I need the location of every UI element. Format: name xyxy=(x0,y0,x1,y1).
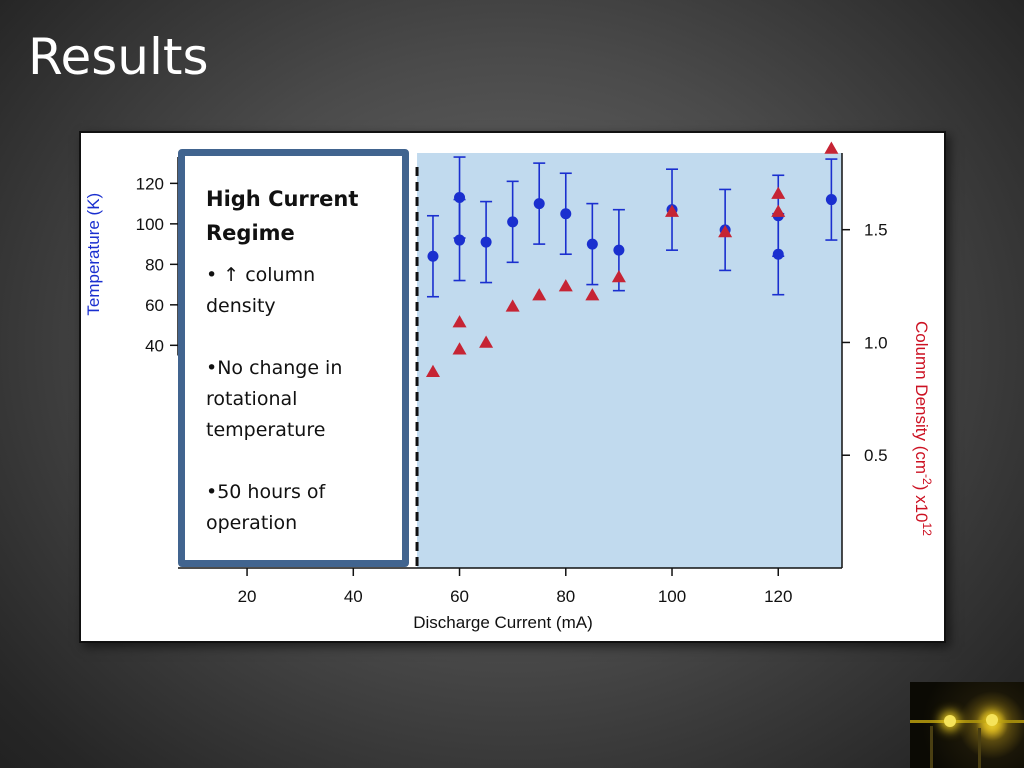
right-tick-label: 1.0 xyxy=(864,333,888,352)
right-axis-title-part: -2 xyxy=(920,474,934,485)
left-tick-label: 120 xyxy=(136,174,164,193)
column-density-point xyxy=(771,186,786,199)
right-axis-title-part: ) x10 xyxy=(912,485,931,523)
column-density-point xyxy=(585,288,600,301)
callout-item-operation: •50 hours of operation xyxy=(206,481,326,534)
column-density-point xyxy=(665,204,680,217)
photo-lamp-right xyxy=(986,714,998,726)
x-axis-title: Discharge Current (mA) xyxy=(413,613,593,632)
photo-lamp-left xyxy=(944,715,956,727)
left-tick-label: 100 xyxy=(136,215,164,234)
callout-item-density: • ↑ column density xyxy=(206,264,316,317)
temperature-point xyxy=(454,234,466,246)
column-density-point xyxy=(452,342,467,355)
x-tick-label: 120 xyxy=(764,587,792,606)
left-axis-title: Temperature (K) xyxy=(84,193,103,316)
column-density-point xyxy=(824,141,839,154)
callout-heading: High Current Regime xyxy=(206,187,359,245)
temperature-point xyxy=(507,216,519,228)
column-density-point xyxy=(505,299,520,312)
column-density-point xyxy=(558,279,573,292)
x-tick-label: 40 xyxy=(344,587,363,606)
temperature-point xyxy=(427,250,439,262)
right-axis-title-part: Column Density (cm xyxy=(912,321,931,474)
right-axis-title: Column Density (cm-2) x1012 xyxy=(912,321,934,536)
right-axis-title-part: 12 xyxy=(920,523,934,537)
column-density-point xyxy=(532,288,547,301)
lab-apparatus-photo xyxy=(910,682,1024,768)
temperature-point xyxy=(533,198,545,210)
temperature-point xyxy=(560,208,572,220)
slide-title: Results xyxy=(28,28,209,86)
column-density-point xyxy=(452,315,467,328)
temperature-point xyxy=(586,238,598,250)
left-tick-label: 80 xyxy=(145,255,164,274)
right-tick-label: 0.5 xyxy=(864,446,888,465)
photo-post xyxy=(930,726,933,768)
x-tick-label: 20 xyxy=(238,587,257,606)
temperature-point xyxy=(480,236,492,248)
callout-item-temperature: •No change in rotational temperature xyxy=(206,357,343,441)
column-density-point xyxy=(771,204,786,217)
left-tick-label: 60 xyxy=(145,296,164,315)
column-density-point xyxy=(718,224,733,238)
callout-box: High Current Regime • ↑ column density •… xyxy=(178,149,409,567)
column-density-point xyxy=(425,364,440,378)
right-tick-label: 1.5 xyxy=(864,221,888,240)
x-tick-label: 60 xyxy=(450,587,469,606)
temperature-point xyxy=(613,244,625,256)
left-tick-label: 40 xyxy=(145,336,164,355)
high-current-region xyxy=(417,153,842,568)
column-density-point xyxy=(479,335,494,348)
temperature-point xyxy=(825,194,837,206)
photo-post xyxy=(978,728,981,768)
x-tick-label: 80 xyxy=(556,587,575,606)
column-density-point xyxy=(611,270,626,283)
results-chart: 20 40 60 80 100 120 Discharge Current (mA) 40 60… xyxy=(84,141,934,632)
x-tick-label: 100 xyxy=(658,587,686,606)
photo-beam xyxy=(910,720,1024,723)
temperature-point xyxy=(772,248,784,260)
